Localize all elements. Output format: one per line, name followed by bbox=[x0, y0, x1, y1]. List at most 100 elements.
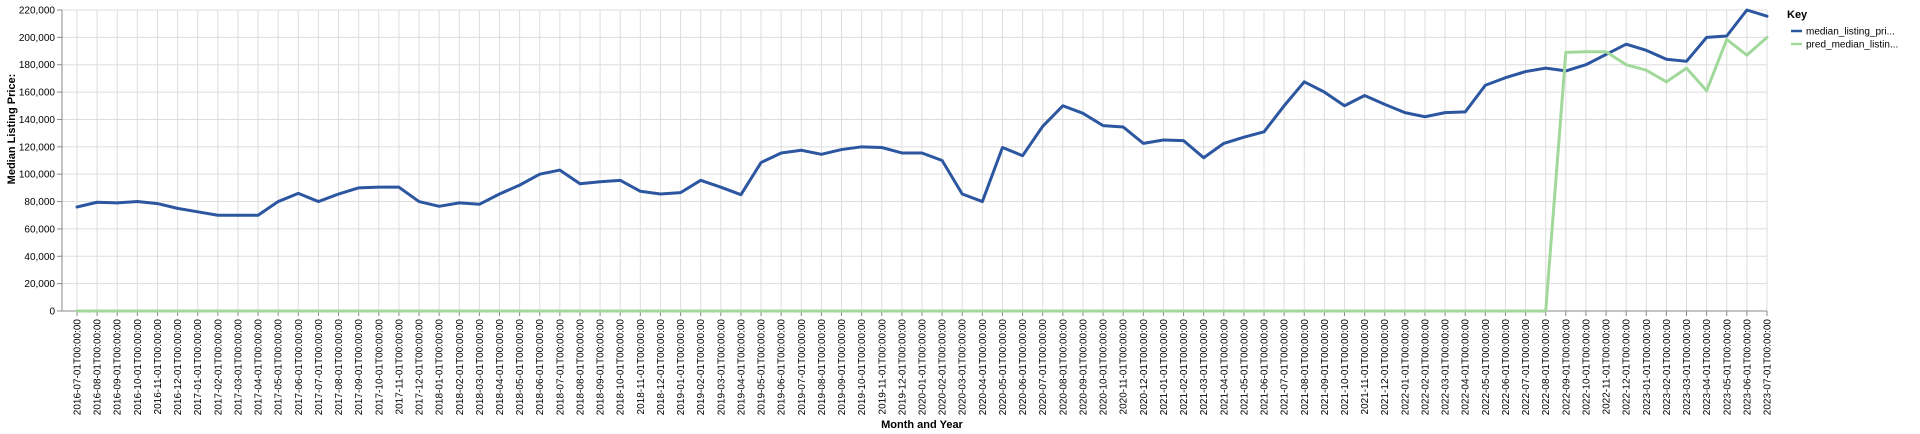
x-tick-label: 2019-05-01T00:00:00 bbox=[757, 319, 768, 416]
x-tick-label: 2019-01-01T00:00:00 bbox=[676, 319, 687, 416]
x-tick-label: 2023-01-01T00:00:00 bbox=[1642, 319, 1653, 416]
x-tick-label: 2018-08-01T00:00:00 bbox=[575, 319, 586, 416]
x-tick-label: 2016-07-01T00:00:00 bbox=[73, 319, 84, 416]
x-tick-label: 2018-04-01T00:00:00 bbox=[495, 319, 506, 416]
x-tick-label: 2020-11-01T00:00:00 bbox=[1119, 319, 1130, 415]
x-tick-label: 2016-12-01T00:00:00 bbox=[173, 319, 184, 416]
x-tick-label: 2021-12-01T00:00:00 bbox=[1380, 319, 1391, 416]
x-tick-label: 2016-08-01T00:00:00 bbox=[93, 319, 104, 416]
x-tick-label: 2018-02-01T00:00:00 bbox=[455, 319, 466, 416]
x-tick-label: 2018-01-01T00:00:00 bbox=[435, 319, 446, 416]
x-tick-label: 2019-10-01T00:00:00 bbox=[857, 319, 868, 416]
x-tick-label: 2022-12-01T00:00:00 bbox=[1622, 319, 1633, 416]
x-tick-label: 2017-07-01T00:00:00 bbox=[314, 319, 325, 416]
x-tick-label: 2017-02-01T00:00:00 bbox=[213, 319, 224, 416]
x-tick-label: 2020-07-01T00:00:00 bbox=[1038, 319, 1049, 416]
y-tick-label: 200,000 bbox=[19, 33, 56, 44]
x-tick-label: 2021-08-01T00:00:00 bbox=[1300, 319, 1311, 416]
series-line-0 bbox=[75, 8, 1769, 217]
gridlines bbox=[62, 9, 1768, 312]
x-tick-label: 2017-05-01T00:00:00 bbox=[274, 319, 285, 416]
y-tick-label: 220,000 bbox=[19, 6, 56, 17]
y-tick-label: 80,000 bbox=[24, 197, 55, 208]
x-tick-label: 2022-03-01T00:00:00 bbox=[1441, 319, 1452, 416]
x-tick-label: 2021-01-01T00:00:00 bbox=[1159, 319, 1170, 416]
x-tick-label: 2022-05-01T00:00:00 bbox=[1481, 319, 1492, 416]
x-tick-label: 2020-10-01T00:00:00 bbox=[1099, 319, 1110, 416]
x-tick-label: 2020-03-01T00:00:00 bbox=[958, 319, 969, 416]
x-tick-label: 2017-01-01T00:00:00 bbox=[193, 319, 204, 416]
y-axis-title: Median Listing Price: bbox=[6, 74, 18, 185]
x-tick-label: 2018-11-01T00:00:00 bbox=[636, 319, 647, 415]
x-tick-label: 2022-01-01T00:00:00 bbox=[1400, 319, 1411, 416]
x-tick-label: 2017-03-01T00:00:00 bbox=[233, 319, 244, 416]
x-tick-label: 2023-06-01T00:00:00 bbox=[1742, 319, 1753, 416]
series-lines bbox=[75, 8, 1769, 313]
x-tick-label: 2023-03-01T00:00:00 bbox=[1682, 319, 1693, 416]
series-line-1 bbox=[75, 35, 1769, 313]
y-tick-label: 20,000 bbox=[24, 279, 55, 290]
x-tick-label: 2021-10-01T00:00:00 bbox=[1340, 319, 1351, 416]
x-tick-label: 2019-03-01T00:00:00 bbox=[716, 319, 727, 416]
x-tick-label: 2021-06-01T00:00:00 bbox=[1260, 319, 1271, 416]
x-tick-label: 2022-11-01T00:00:00 bbox=[1602, 319, 1613, 415]
x-tick-label: 2018-05-01T00:00:00 bbox=[515, 319, 526, 416]
x-tick-label: 2023-05-01T00:00:00 bbox=[1722, 319, 1733, 416]
x-tick-label: 2016-10-01T00:00:00 bbox=[133, 319, 144, 416]
x-tick-label: 2018-10-01T00:00:00 bbox=[616, 319, 627, 416]
legend-label: pred_median_listin... bbox=[1806, 40, 1898, 51]
x-tick-label: 2020-05-01T00:00:00 bbox=[998, 319, 1009, 416]
x-tick-label: 2021-03-01T00:00:00 bbox=[1199, 319, 1210, 416]
x-tick-label: 2023-07-01T00:00:00 bbox=[1763, 319, 1774, 416]
x-tick-label: 2021-07-01T00:00:00 bbox=[1280, 319, 1291, 416]
y-tick-label: 180,000 bbox=[19, 60, 56, 71]
x-tick-label: 2016-09-01T00:00:00 bbox=[113, 319, 124, 416]
x-tick-label: 2019-07-01T00:00:00 bbox=[797, 319, 808, 416]
x-tick-label: 2022-07-01T00:00:00 bbox=[1521, 319, 1532, 416]
x-tick-label: 2020-12-01T00:00:00 bbox=[1139, 319, 1150, 416]
x-tick-label: 2022-09-01T00:00:00 bbox=[1561, 319, 1572, 416]
x-tick-label: 2020-01-01T00:00:00 bbox=[918, 319, 929, 416]
x-tick-label: 2019-02-01T00:00:00 bbox=[696, 319, 707, 416]
legend-title: Key bbox=[1787, 9, 1808, 21]
y-tick-label: 60,000 bbox=[24, 224, 55, 235]
x-tick-label: 2018-09-01T00:00:00 bbox=[596, 319, 607, 416]
legend: Key median_listing_pri... pred_median_lis… bbox=[1787, 9, 1898, 51]
x-tick-label: 2019-11-01T00:00:00 bbox=[877, 319, 888, 415]
x-tick-label: 2020-02-01T00:00:00 bbox=[938, 319, 949, 416]
x-tick-label: 2017-08-01T00:00:00 bbox=[334, 319, 345, 416]
x-axis-title: Month and Year bbox=[881, 419, 963, 431]
x-tick-label: 2019-08-01T00:00:00 bbox=[817, 319, 828, 416]
x-tick-label: 2019-04-01T00:00:00 bbox=[736, 319, 747, 416]
y-tick-label: 140,000 bbox=[19, 115, 56, 126]
y-tick-label: 120,000 bbox=[19, 142, 56, 153]
x-tick-label: 2017-10-01T00:00:00 bbox=[374, 319, 385, 416]
x-tick-label: 2022-08-01T00:00:00 bbox=[1541, 319, 1552, 416]
x-tick-label: 2020-04-01T00:00:00 bbox=[978, 319, 989, 416]
x-tick-label: 2020-08-01T00:00:00 bbox=[1058, 319, 1069, 416]
x-axis: 2016-07-01T00:00:00 2016-08-01T00:00:00 20… bbox=[62, 310, 1774, 416]
y-tick-label: 160,000 bbox=[19, 88, 56, 99]
x-tick-label: 2021-11-01T00:00:00 bbox=[1360, 319, 1371, 415]
x-tick-label: 2021-05-01T00:00:00 bbox=[1239, 319, 1250, 416]
legend-label: median_listing_pri... bbox=[1806, 27, 1895, 38]
x-tick-label: 2021-09-01T00:00:00 bbox=[1320, 319, 1331, 416]
y-axis: 0 20,000 40,000 60,000 80,000 100,000 120,000 1… bbox=[19, 6, 63, 318]
y-tick-label: 0 bbox=[49, 307, 55, 318]
x-tick-label: 2017-09-01T00:00:00 bbox=[354, 319, 365, 416]
x-tick-label: 2023-02-01T00:00:00 bbox=[1662, 319, 1673, 416]
x-tick-label: 2021-04-01T00:00:00 bbox=[1219, 319, 1230, 416]
x-tick-label: 2016-11-01T00:00:00 bbox=[153, 319, 164, 415]
x-tick-label: 2021-02-01T00:00:00 bbox=[1179, 319, 1190, 416]
x-tick-label: 2018-06-01T00:00:00 bbox=[535, 319, 546, 416]
x-tick-label: 2022-02-01T00:00:00 bbox=[1420, 319, 1431, 416]
x-tick-label: 2017-11-01T00:00:00 bbox=[394, 319, 405, 415]
x-tick-label: 2022-04-01T00:00:00 bbox=[1461, 319, 1472, 416]
x-tick-label: 2017-12-01T00:00:00 bbox=[415, 319, 426, 416]
x-tick-label: 2020-09-01T00:00:00 bbox=[1078, 319, 1089, 416]
x-tick-label: 2019-09-01T00:00:00 bbox=[837, 319, 848, 416]
x-tick-label: 2018-07-01T00:00:00 bbox=[555, 319, 566, 416]
x-tick-label: 2017-06-01T00:00:00 bbox=[294, 319, 305, 416]
x-tick-label: 2022-10-01T00:00:00 bbox=[1581, 319, 1592, 416]
